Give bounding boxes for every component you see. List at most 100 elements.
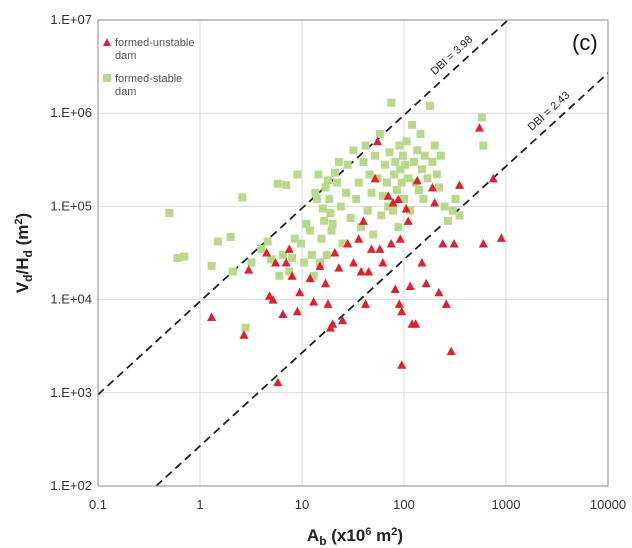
- stable-point: [346, 214, 355, 223]
- unstable-point: [271, 258, 281, 267]
- stable-point: [336, 202, 345, 211]
- unstable-point: [378, 258, 388, 267]
- unstable-point: [361, 299, 371, 308]
- unstable-point: [405, 281, 415, 290]
- stable-point: [384, 202, 393, 211]
- stable-point: [373, 174, 382, 183]
- stable-point: [352, 195, 361, 204]
- unstable-point: [401, 203, 411, 213]
- stable-point: [349, 146, 358, 155]
- stable-point: [428, 157, 437, 166]
- x-tick-label: 10000: [590, 497, 626, 512]
- stable-point: [371, 151, 380, 160]
- unstable-point: [366, 244, 376, 253]
- stable-point: [257, 244, 266, 253]
- stable-point: [402, 137, 411, 146]
- unstable-point: [496, 233, 506, 242]
- unstable-point: [273, 377, 283, 387]
- stable-point: [297, 239, 306, 248]
- dbi-label: DBI = 3.98: [429, 34, 476, 78]
- unstable-point: [295, 287, 305, 297]
- dbi-line: [155, 72, 609, 487]
- unstable-point: [386, 238, 396, 248]
- stable-point: [385, 148, 394, 157]
- stable-point: [397, 178, 406, 187]
- panel-label: (c): [572, 30, 598, 55]
- stable-point: [354, 178, 363, 187]
- stable-point: [328, 219, 337, 228]
- stable-point: [332, 178, 341, 187]
- stable-point: [420, 151, 429, 160]
- y-tick-label: 1.E+07: [50, 12, 92, 27]
- stable-point: [359, 157, 368, 166]
- unstable-point: [244, 265, 254, 274]
- unstable-point: [278, 309, 288, 319]
- unstable-point: [488, 173, 498, 183]
- stable-point: [399, 151, 408, 160]
- unstable-point: [309, 297, 319, 306]
- stable-point: [326, 208, 335, 217]
- stable-point: [321, 183, 330, 192]
- stable-point: [361, 141, 370, 150]
- unstable-point: [284, 244, 294, 253]
- unstable-point: [338, 315, 348, 325]
- stable-point: [300, 258, 309, 267]
- x-tick-labels: 0.1 1 10 100 1000 10000: [89, 497, 626, 512]
- data-points: [165, 98, 506, 387]
- unstable-point: [475, 123, 485, 132]
- y-tick-label: 1.E+05: [50, 198, 92, 213]
- stable-point: [228, 267, 237, 276]
- stable-point: [327, 226, 336, 235]
- stable-point: [426, 101, 435, 110]
- stable-point: [408, 120, 417, 129]
- stable-point: [273, 179, 282, 188]
- stable-point: [363, 206, 372, 215]
- unstable-point: [292, 306, 302, 316]
- unstable-point: [421, 278, 431, 288]
- unstable-point: [412, 175, 422, 185]
- y-tick-label: 1.E+06: [50, 105, 92, 120]
- unstable-point: [388, 198, 398, 207]
- unstable-point: [281, 258, 291, 267]
- unstable-point: [370, 173, 380, 183]
- stable-point: [343, 160, 352, 169]
- stable-point: [320, 216, 329, 225]
- stable-point: [391, 157, 400, 166]
- stable-point: [414, 185, 423, 194]
- unstable-point: [321, 278, 331, 288]
- unstable-point: [434, 287, 444, 297]
- unstable-point: [364, 267, 374, 276]
- stable-point: [378, 191, 387, 200]
- stable-point: [451, 195, 460, 204]
- stable-point: [317, 234, 326, 243]
- stable-point: [288, 253, 297, 262]
- unstable-point: [328, 319, 338, 328]
- stable-point: [390, 170, 399, 179]
- unstable-point: [323, 299, 333, 308]
- stable-point: [440, 202, 449, 211]
- dbi-line: [97, 19, 509, 396]
- reference-lines: DBI = 3.98 DBI = 2.43: [97, 19, 609, 487]
- unstable-point: [262, 248, 272, 257]
- stable-point: [165, 208, 174, 217]
- stable-point: [394, 223, 403, 232]
- y-axis-title: Vd/Hd (m2): [13, 213, 35, 293]
- unstable-point: [430, 198, 440, 207]
- stable-point: [396, 165, 405, 174]
- y-tick-label: 1.E+04: [50, 292, 92, 307]
- stable-point: [207, 261, 216, 270]
- x-tick-label: 100: [393, 497, 415, 512]
- stable-point: [267, 255, 276, 264]
- stable-point: [307, 251, 316, 260]
- unstable-point: [207, 312, 217, 322]
- stable-point: [334, 157, 343, 166]
- stable-point: [387, 98, 396, 107]
- stable-point: [302, 219, 311, 228]
- unstable-point: [478, 238, 488, 248]
- unstable-point: [349, 258, 359, 267]
- unstable-point: [446, 346, 456, 356]
- unstable-point: [334, 263, 344, 272]
- legend-marker-stable: [103, 74, 111, 82]
- grid-lines: [97, 19, 609, 487]
